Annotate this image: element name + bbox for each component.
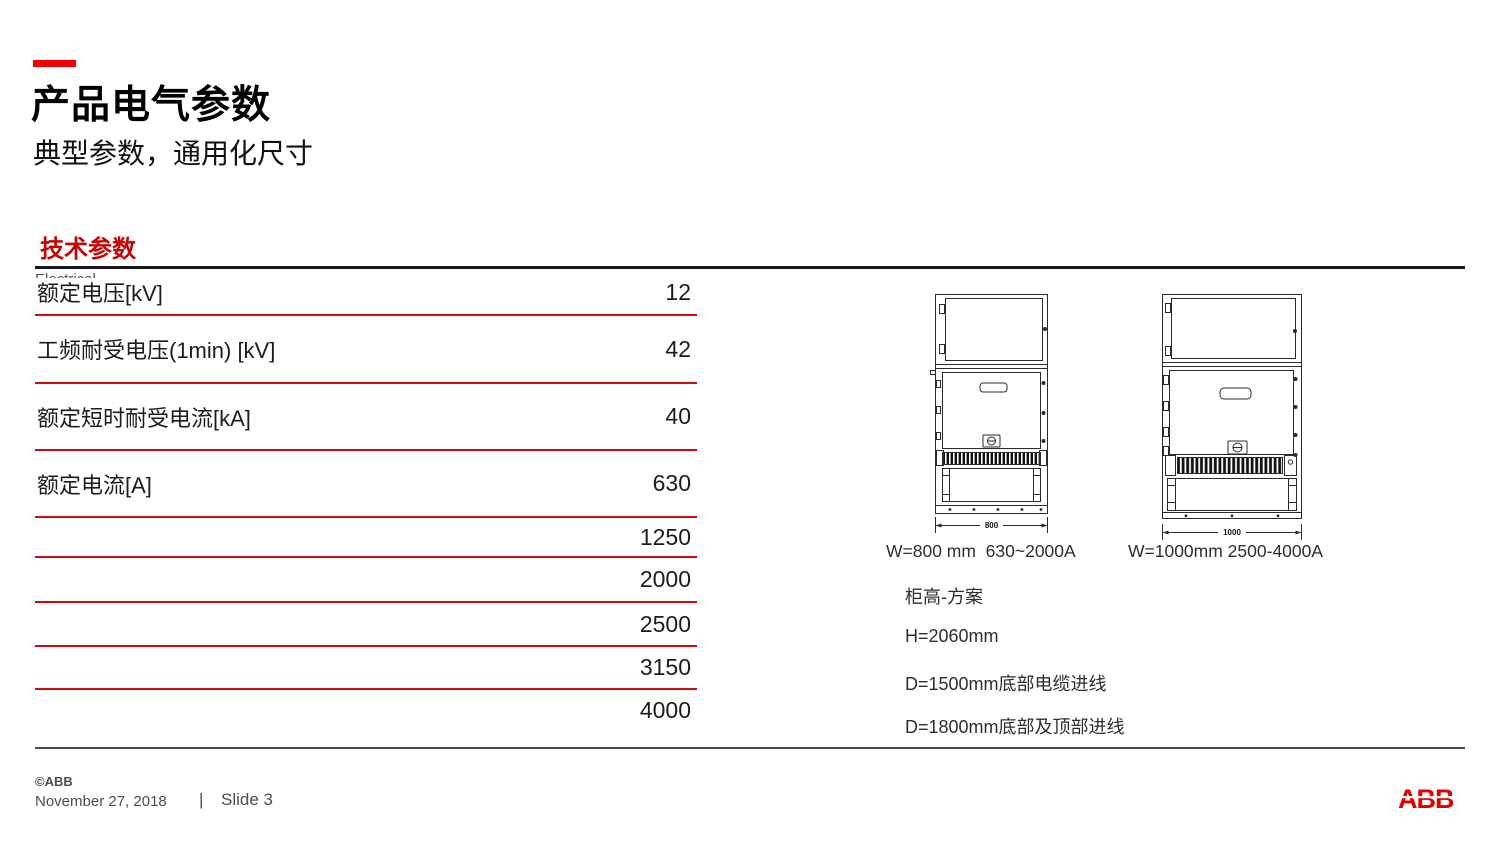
param-value: 3150 [639,654,691,680]
abb-logo: ABB [1398,784,1462,811]
note-depth-1800: D=1800mm底部及顶部进线 [905,717,1125,737]
bottom-panel [1167,478,1297,511]
hinge-icon [1165,346,1171,356]
note-height: H=2060mm [905,626,999,646]
ventilation-grille [1177,457,1283,474]
page-subtitle: 典型参数，通用化尺寸 [33,137,314,170]
param-value: 4000 [639,696,691,723]
top-door [1171,298,1296,359]
footer-divider-line [35,747,1465,749]
nameplate-slot [1219,387,1252,400]
nameplate-slot [979,382,1008,393]
param-value: 42 [665,335,691,362]
table-row: 3150 [35,647,697,690]
bottom-panel [942,468,1041,502]
section-divider-line [35,266,1465,269]
table-row: 1250 [35,518,697,558]
cabinet-diagram-w800: 800 [930,294,1048,533]
footer-date: November 27, 2018 [35,793,167,810]
param-value: 40 [665,403,691,429]
table-row: 额定电压[kV] 12 [35,270,697,316]
hinge-icon [939,304,945,314]
footer-separator: | [199,790,204,809]
param-label: 额定电流[A] [37,472,152,498]
page-title: 产品电气参数 [31,82,272,128]
caption-w800: W=800 mm 630~2000A [886,541,1076,561]
table-row: 2000 [35,558,697,603]
table-row: 额定电流[A] 630 [35,451,697,518]
operating-knob [1227,440,1248,455]
param-value: 12 [665,278,691,305]
cabinet-outline [935,294,1048,514]
footer-slide-number: Slide 3 [221,790,273,809]
clipped-text-remnant: Electrical [35,272,275,278]
operating-knob [982,434,1001,448]
section-header: 技术参数 [40,236,136,263]
note-depth-1500: D=1500mm底部电缆进线 [905,674,1107,694]
param-label: 工频耐受电压(1min) [kV] [37,338,276,363]
param-value: 630 [652,470,691,496]
param-label: 额定短时耐受电流[kA] [37,405,251,431]
table-row: 额定短时耐受电流[kA] 40 [35,384,697,451]
dim-label: 1000 [1223,528,1241,537]
cabinet-outline [1162,294,1302,519]
table-row: 4000 [35,690,697,730]
middle-door [942,372,1041,449]
top-door [945,298,1043,361]
parameter-table: 额定电压[kV] 12 工频耐受电压(1min) [kV] 42 额定短时耐受电… [35,270,697,730]
accent-dash [33,60,76,67]
dim-label: 800 [985,521,999,530]
hinge-icon [939,344,945,354]
param-value: 2500 [639,610,691,637]
abb-logo-slit [1398,796,1462,799]
width-dimension: 800 [935,517,1048,533]
table-row: 工频耐受电压(1min) [kV] 42 [35,316,697,384]
ventilation-grille [942,452,1041,465]
param-value: 1250 [639,523,691,550]
hinge-icon [1165,303,1171,313]
width-dimension: 1000 [1162,524,1302,540]
middle-door [1169,370,1294,455]
caption-w1000: W=1000mm 2500-4000A [1128,541,1324,561]
param-value: 2000 [639,566,691,592]
cabinet-diagram-w1000: 1000 [1162,294,1302,540]
footer-copyright: ©ABB [35,774,73,789]
note-cabinet-height-scheme: 柜高-方案 [905,587,983,607]
param-label: 额定电压[kV] [37,281,163,306]
table-row: 2500 [35,603,697,647]
